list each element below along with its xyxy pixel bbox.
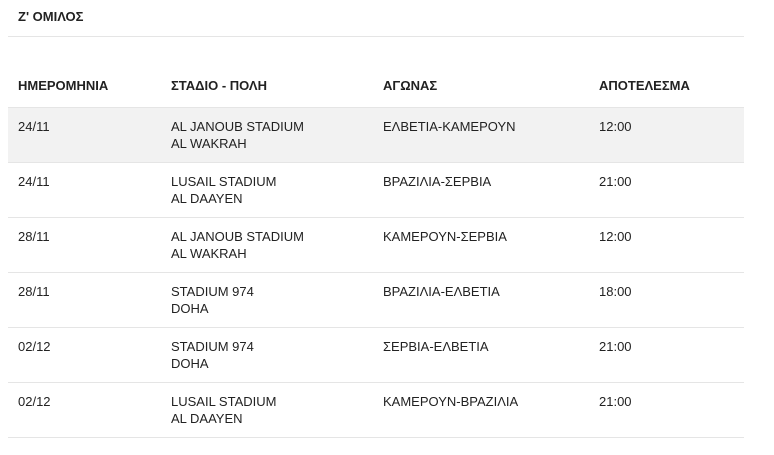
row-result: 12:00 bbox=[589, 217, 744, 273]
table-row: 28/11 STADIUM 974 DOHA ΒΡΑΖΙΛΙΑ-ΕΛΒΕΤΙΑ … bbox=[8, 272, 744, 328]
row-city: AL WAKRAH bbox=[171, 136, 247, 151]
table-row: 02/12 LUSAIL STADIUM AL DAAYEN ΚΑΜΕΡΟΥΝ-… bbox=[8, 382, 744, 438]
row-match: ΚΑΜΕΡΟΥΝ-ΒΡΑΖΙΛΙΑ bbox=[373, 382, 589, 438]
row-city: DOHA bbox=[171, 356, 209, 371]
row-city: AL WAKRAH bbox=[171, 246, 247, 261]
row-date: 24/11 bbox=[8, 107, 161, 163]
table-row: 24/11 AL JANOUB STADIUM AL WAKRAH ΕΛΒΕΤΙ… bbox=[8, 107, 744, 163]
header-result: ΑΠΟΤΕΛΕΣΜΑ bbox=[589, 64, 744, 108]
row-city: AL DAAYEN bbox=[171, 191, 243, 206]
row-stadium: AL JANOUB STADIUM bbox=[171, 229, 304, 244]
row-result: 21:00 bbox=[589, 327, 744, 383]
table-row: 24/11 LUSAIL STADIUM AL DAAYEN ΒΡΑΖΙΛΙΑ-… bbox=[8, 162, 744, 218]
row-date: 02/12 bbox=[8, 382, 161, 438]
match-table: ΗΜΕΡΟΜΗΝΙΑ ΣΤΑΔΙΟ - ΠΟΛΗ ΑΓΩΝΑΣ ΑΠΟΤΕΛΕΣ… bbox=[8, 64, 744, 438]
row-match: ΒΡΑΖΙΛΙΑ-ΣΕΡΒΙΑ bbox=[373, 162, 589, 218]
table-header-row: ΗΜΕΡΟΜΗΝΙΑ ΣΤΑΔΙΟ - ΠΟΛΗ ΑΓΩΝΑΣ ΑΠΟΤΕΛΕΣ… bbox=[8, 64, 744, 108]
row-stadium: STADIUM 974 bbox=[171, 284, 254, 299]
row-result: 21:00 bbox=[589, 162, 744, 218]
row-venue: STADIUM 974 DOHA bbox=[161, 327, 373, 383]
row-result: 18:00 bbox=[589, 272, 744, 328]
row-venue: STADIUM 974 DOHA bbox=[161, 272, 373, 328]
row-stadium: AL JANOUB STADIUM bbox=[171, 119, 304, 134]
row-venue: AL JANOUB STADIUM AL WAKRAH bbox=[161, 217, 373, 273]
row-date: 28/11 bbox=[8, 272, 161, 328]
row-stadium: LUSAIL STADIUM bbox=[171, 174, 277, 189]
group-title: Ζ' ΟΜΙΛΟΣ bbox=[8, 0, 744, 37]
row-match: ΒΡΑΖΙΛΙΑ-ΕΛΒΕΤΙΑ bbox=[373, 272, 589, 328]
group-schedule: Ζ' ΟΜΙΛΟΣ ΗΜΕΡΟΜΗΝΙΑ ΣΤΑΔΙΟ - ΠΟΛΗ ΑΓΩΝΑ… bbox=[8, 0, 744, 438]
row-date: 24/11 bbox=[8, 162, 161, 218]
row-match: ΚΑΜΕΡΟΥΝ-ΣΕΡΒΙΑ bbox=[373, 217, 589, 273]
row-match: ΣΕΡΒΙΑ-ΕΛΒΕΤΙΑ bbox=[373, 327, 589, 383]
row-venue: LUSAIL STADIUM AL DAAYEN bbox=[161, 382, 373, 438]
header-date: ΗΜΕΡΟΜΗΝΙΑ bbox=[8, 64, 161, 108]
row-result: 21:00 bbox=[589, 382, 744, 438]
table-row: 02/12 STADIUM 974 DOHA ΣΕΡΒΙΑ-ΕΛΒΕΤΙΑ 21… bbox=[8, 327, 744, 383]
header-match: ΑΓΩΝΑΣ bbox=[373, 64, 589, 108]
header-venue: ΣΤΑΔΙΟ - ΠΟΛΗ bbox=[161, 64, 373, 108]
row-venue: LUSAIL STADIUM AL DAAYEN bbox=[161, 162, 373, 218]
row-date: 28/11 bbox=[8, 217, 161, 273]
row-stadium: LUSAIL STADIUM bbox=[171, 394, 277, 409]
row-date: 02/12 bbox=[8, 327, 161, 383]
row-city: AL DAAYEN bbox=[171, 411, 243, 426]
row-venue: AL JANOUB STADIUM AL WAKRAH bbox=[161, 107, 373, 163]
row-match: ΕΛΒΕΤΙΑ-ΚΑΜΕΡΟΥΝ bbox=[373, 107, 589, 163]
table-row: 28/11 AL JANOUB STADIUM AL WAKRAH ΚΑΜΕΡΟ… bbox=[8, 217, 744, 273]
row-city: DOHA bbox=[171, 301, 209, 316]
row-result: 12:00 bbox=[589, 107, 744, 163]
row-stadium: STADIUM 974 bbox=[171, 339, 254, 354]
